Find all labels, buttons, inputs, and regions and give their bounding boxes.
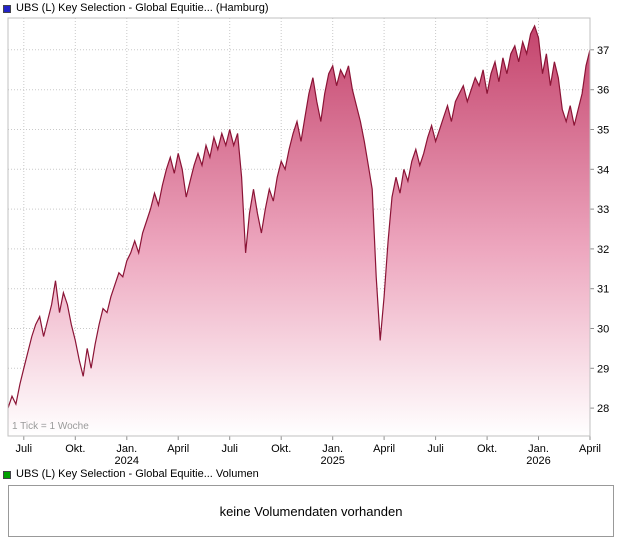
- svg-text:37: 37: [597, 45, 609, 57]
- svg-text:28: 28: [597, 403, 609, 415]
- svg-text:Juli: Juli: [221, 443, 238, 455]
- svg-text:32: 32: [597, 244, 609, 256]
- no-volume-message: keine Volumendaten vorhanden: [219, 503, 403, 519]
- volume-panel: keine Volumendaten vorhanden: [8, 485, 614, 537]
- price-series-color-icon: [3, 4, 11, 13]
- price-chart-legend: UBS (L) Key Selection - Global Equitie..…: [0, 0, 620, 16]
- svg-text:36: 36: [597, 85, 609, 97]
- svg-text:Okt.: Okt.: [477, 443, 497, 455]
- svg-text:April: April: [167, 443, 189, 455]
- tick-note: 1 Tick = 1 Woche: [12, 421, 89, 432]
- svg-text:Jan.: Jan.: [116, 443, 137, 455]
- svg-text:Okt.: Okt.: [271, 443, 291, 455]
- svg-text:Juli: Juli: [427, 443, 444, 455]
- svg-text:33: 33: [597, 204, 609, 216]
- svg-text:2025: 2025: [320, 455, 344, 466]
- volume-series-title: UBS (L) Key Selection - Global Equitie..…: [16, 468, 259, 480]
- svg-text:2026: 2026: [526, 455, 550, 466]
- svg-text:31: 31: [597, 284, 609, 296]
- svg-text:35: 35: [597, 125, 609, 137]
- svg-text:Jan.: Jan.: [322, 443, 343, 455]
- svg-text:30: 30: [597, 324, 609, 336]
- svg-text:29: 29: [597, 363, 609, 375]
- svg-text:Okt.: Okt.: [65, 443, 85, 455]
- svg-text:Juli: Juli: [16, 443, 33, 455]
- svg-text:34: 34: [597, 164, 609, 176]
- price-series-title: UBS (L) Key Selection - Global Equitie..…: [16, 2, 269, 14]
- svg-text:Jan.: Jan.: [528, 443, 549, 455]
- svg-text:April: April: [579, 443, 601, 455]
- volume-chart-legend: UBS (L) Key Selection - Global Equitie..…: [0, 466, 620, 482]
- svg-text:April: April: [373, 443, 395, 455]
- svg-text:2024: 2024: [115, 455, 139, 466]
- volume-series-color-icon: [3, 470, 11, 479]
